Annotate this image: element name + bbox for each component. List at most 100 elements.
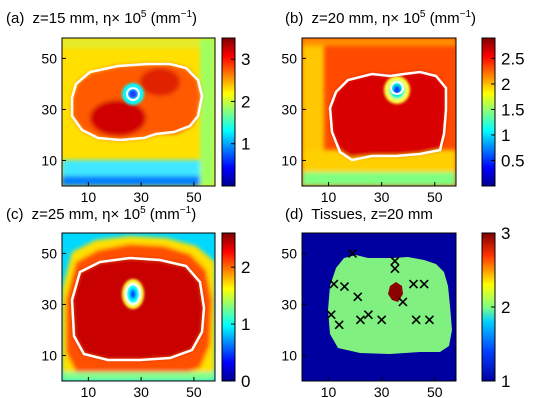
axes-c (61, 232, 216, 382)
heatmap-a-edge-bottom-deep (62, 176, 215, 186)
y-tick-label-b-0: 10 (281, 152, 297, 168)
heatmap-c (62, 233, 215, 381)
panel-title-b: (b) z=20 mm, η× 105 (mm−1) (285, 9, 476, 27)
colorbar-label-d-1: 2 (501, 298, 510, 317)
panel-b-close: ) (471, 10, 476, 27)
tissue-marker-5 (408, 279, 419, 289)
tissue-marker-15 (424, 315, 435, 325)
axes-b (301, 37, 457, 187)
x-tick-label-d-2: 50 (427, 384, 443, 398)
heatmap-b-edge-top (302, 38, 456, 46)
axis-ticks: 10 30 50 10 30 50 1 2 3 10 30 50 10 30 50 0.5 1 1.5 2 2.5 10… (41, 49, 524, 398)
panel-b-label: (b) (285, 10, 303, 27)
panel-b-unit: (mm (425, 10, 459, 27)
x-tick-label-b-0: 10 (321, 189, 337, 205)
heatmap-a-edge-right (200, 38, 215, 186)
y-tick-label-a-0: 10 (41, 152, 57, 168)
colorbar-a (221, 37, 236, 187)
heatmap-c-bottom-edge (62, 372, 215, 381)
colorbar-label-a-1: 2 (241, 92, 250, 111)
y-tick-label-a-2: 50 (41, 50, 57, 66)
heatmap-b-edge-bottom-deep (302, 172, 456, 186)
colorbar-c (221, 232, 236, 382)
heatmap-c-body-fill (72, 258, 204, 360)
heatmap-c-inclusion-contour (125, 283, 141, 305)
colorbar-label-b-0: 0.5 (501, 151, 525, 170)
tissue-markers (326, 248, 435, 330)
heatmap-a-inclusion-contour (126, 87, 140, 101)
tissue-marker-10 (334, 320, 344, 330)
tissue-marker-13 (377, 315, 387, 325)
tissue-marker-3 (329, 279, 339, 289)
y-tick-label-c-0: 10 (41, 347, 57, 363)
panel-c-label: (c) (6, 206, 24, 223)
heatmap-b-contour (328, 70, 448, 162)
panel-b-unit-sup: −1 (460, 9, 472, 20)
heatmap-b (302, 38, 456, 186)
tissue-marker-9 (326, 310, 336, 320)
heatmap-b-edge-left (302, 38, 324, 186)
panel-a-unit-sup: −1 (181, 9, 193, 20)
panel-c-unit-sup: −1 (180, 205, 192, 216)
colorbar-label-c-1: 1 (241, 315, 250, 334)
heatmap-b-body-fill (330, 72, 446, 158)
x-tick-label-a-2: 50 (186, 189, 202, 205)
y-tick-label-d-1: 30 (281, 296, 297, 312)
axes-a (61, 37, 216, 187)
tissue-marker-11 (355, 315, 365, 325)
tissue-marker-12 (363, 310, 373, 320)
panel-b-title: z=20 mm, η× 10 (312, 10, 420, 27)
y-tick-label-b-1: 30 (281, 101, 297, 117)
panel-title-a: (a) z=15 mm, η× 105 (mm−1) (6, 9, 197, 27)
panel-a-close: ) (192, 10, 197, 27)
tissue-body (328, 255, 452, 354)
x-tick-label-d-0: 10 (321, 384, 337, 398)
x-tick-label-c-2: 50 (186, 384, 202, 398)
panel-a-title-sup: 5 (141, 9, 147, 20)
panel-c-unit: (mm (146, 206, 180, 223)
tissue-inclusion (388, 282, 403, 302)
colorbar-label-d-2: 3 (501, 224, 510, 243)
heatmap-a-hot-region (90, 100, 146, 136)
tissue-marker-1 (390, 256, 400, 266)
y-tick-label-d-0: 10 (281, 347, 297, 363)
heatmap-a-hot-region-2 (140, 68, 180, 96)
colorbar-label-b-2: 1.5 (501, 100, 525, 119)
colorbar-label-c-2: 2 (241, 258, 250, 277)
y-tick-label-d-2: 50 (281, 245, 297, 261)
panel-title-c: (c) z=25 mm, η× 105 (mm−1) (6, 205, 196, 223)
y-tick-label-b-2: 50 (281, 50, 297, 66)
tissue-marker-7 (353, 292, 363, 302)
y-tick-label-c-1: 30 (41, 296, 57, 312)
heatmap-a-contour (70, 62, 204, 142)
x-tick-label-c-1: 30 (133, 384, 149, 398)
colorbar-label-a-0: 1 (241, 135, 250, 154)
heatmap-c-contour (70, 256, 206, 362)
panel-b-title-sup: 5 (420, 9, 426, 20)
heatmap-b-inclusion-core (393, 85, 401, 95)
x-tick-label-d-1: 30 (374, 384, 390, 398)
tissue-map-d (302, 233, 456, 381)
heatmap-a-edge-top (62, 38, 215, 48)
x-tick-label-a-0: 10 (81, 189, 97, 205)
heatmap-c-inclusion-core (130, 289, 136, 299)
heatmap-a (62, 38, 215, 186)
panel-a-title: z=15 mm, η× 10 (33, 10, 141, 27)
panel-a-label: (a) (6, 10, 24, 27)
x-tick-label-a-1: 30 (133, 189, 149, 205)
colorbar-label-b-4: 2.5 (501, 49, 525, 68)
colorbar-label-b-1: 1 (501, 126, 510, 145)
colorbar-b (481, 37, 496, 187)
tissue-marker-0 (347, 248, 358, 258)
tissue-marker-4 (339, 282, 350, 292)
y-tick-label-a-1: 30 (41, 101, 57, 117)
tissue-marker-6 (419, 279, 429, 289)
panel-a-unit: (mm (146, 10, 180, 27)
colorbar-label-a-2: 3 (241, 50, 250, 69)
tissue-marker-2 (390, 264, 400, 274)
colorbar-label-b-3: 2 (501, 75, 510, 94)
tissue-marker-14 (411, 315, 421, 325)
x-tick-label-c-0: 10 (81, 384, 97, 398)
heatmap-a-inclusion-core (128, 89, 138, 99)
